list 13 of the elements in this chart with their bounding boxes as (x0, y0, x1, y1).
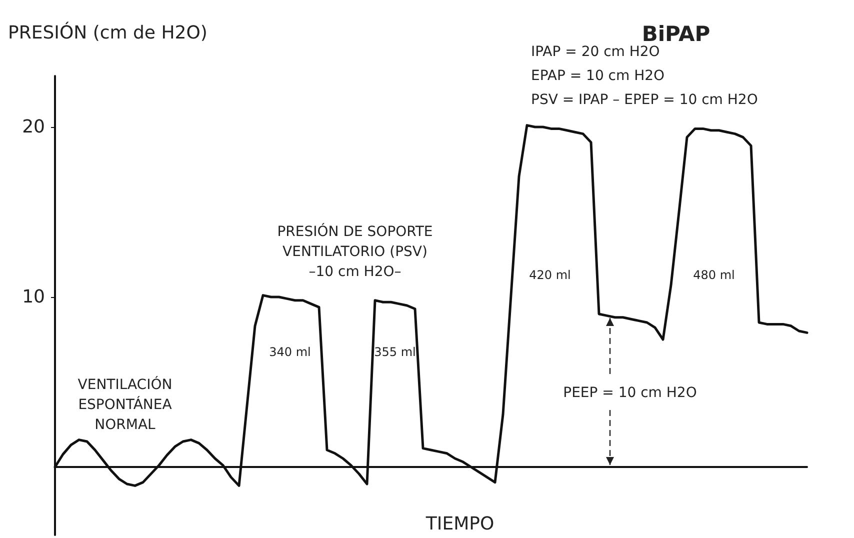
x-axis-title: TIEMPO (424, 514, 494, 534)
annotation: 340 ml (269, 345, 311, 359)
y-axis-title: PRESIÓN (cm de H2O) (8, 22, 208, 44)
text: BiPAP (642, 22, 710, 46)
annotation: 420 ml (529, 268, 571, 282)
y-tick-label: 20 (22, 116, 45, 138)
annotation: 480 ml (693, 268, 735, 282)
y-tick-label: 10 (22, 286, 45, 308)
annotation: PRESIÓN DE SOPORTE VENTILATORIO (PSV) –10 cm H2O– (277, 223, 433, 280)
annotation: 355 ml (374, 345, 416, 359)
annotation: VENTILACIÓN ESPONTÁNEA NORMAL (78, 376, 172, 433)
annotation: PEEP = 10 cm H2O (563, 385, 697, 401)
annotation: IPAP = 20 cm H2O EPAP = 10 cm H2O PSV = IPAP – EPEP = 10 cm H2O (531, 44, 758, 108)
